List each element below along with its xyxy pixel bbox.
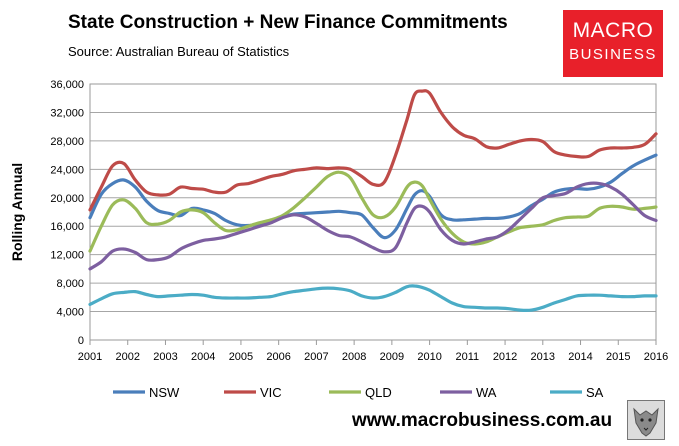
- y-tick-label: 12,000: [50, 250, 84, 262]
- wolf-logo-icon: [627, 400, 665, 440]
- y-tick-label: 24,000: [50, 164, 84, 176]
- y-axis-ticks: 0 4,000 8,000 12,000 16,000 20,000 24,000 28,00…: [50, 79, 84, 347]
- x-tick-label: 2014: [568, 351, 592, 363]
- y-tick-label: 4,000: [56, 307, 84, 319]
- y-tick-label: 8,000: [56, 278, 84, 290]
- x-axis-ticks: 2001 2002 2003 2004 2005 2006 2007 2008 2009 2010…: [78, 340, 668, 363]
- legend-label: SA: [586, 385, 604, 400]
- legend-item-qld: QLD: [329, 385, 392, 400]
- series-lines: [88, 89, 658, 312]
- chart-title: State Construction + New Finance Commitm…: [68, 12, 508, 33]
- x-tick-label: 2008: [342, 351, 366, 363]
- y-tick-label: 20,000: [50, 193, 84, 205]
- x-tick-label: 2011: [456, 351, 480, 363]
- x-tick-label: 2006: [266, 351, 290, 363]
- y-tick-label: 32,000: [50, 107, 84, 119]
- series-line-wa: [88, 181, 658, 271]
- legend-label: WA: [476, 385, 497, 400]
- x-tick-label: 2015: [606, 351, 630, 363]
- legend-label: NSW: [149, 385, 180, 400]
- legend-label: QLD: [365, 385, 392, 400]
- series-line-nsw: [88, 153, 658, 240]
- gridlines: [90, 83, 656, 341]
- series-line-vic: [88, 89, 658, 212]
- logo-line-2: BUSINESS: [569, 46, 657, 63]
- y-tick-label: 0: [78, 335, 84, 347]
- y-tick-label: 28,000: [50, 136, 84, 148]
- y-tick-label: 36,000: [50, 79, 84, 91]
- legend: NSW VIC QLD WA SA: [113, 385, 604, 400]
- legend-item-sa: SA: [550, 385, 604, 400]
- series-line-sa: [88, 284, 658, 312]
- series-line-qld: [88, 170, 658, 253]
- x-tick-label: 2004: [191, 351, 215, 363]
- x-tick-label: 2016: [644, 351, 668, 363]
- x-tick-label: 2013: [531, 351, 555, 363]
- macrobusiness-logo: MACRO BUSINESS: [563, 10, 663, 77]
- chart-source: Source: Australian Bureau of Statistics: [68, 44, 290, 59]
- legend-label: VIC: [260, 385, 282, 400]
- y-tick-label: 16,000: [50, 221, 84, 233]
- x-tick-label: 2005: [229, 351, 253, 363]
- legend-item-vic: VIC: [224, 385, 282, 400]
- x-tick-label: 2010: [417, 351, 441, 363]
- x-tick-label: 2012: [493, 351, 517, 363]
- x-tick-label: 2007: [304, 351, 328, 363]
- plot-area-border: [89, 83, 657, 341]
- legend-item-wa: WA: [440, 385, 497, 400]
- x-tick-label: 2002: [115, 351, 139, 363]
- x-tick-label: 2009: [380, 351, 404, 363]
- website-url[interactable]: www.macrobusiness.com.au: [352, 410, 613, 431]
- logo-line-1: MACRO: [572, 19, 654, 42]
- legend-item-nsw: NSW: [113, 385, 180, 400]
- x-tick-label: 2003: [153, 351, 177, 363]
- y-axis-label: Rolling Annual: [9, 163, 25, 261]
- x-tick-label: 2001: [78, 351, 102, 363]
